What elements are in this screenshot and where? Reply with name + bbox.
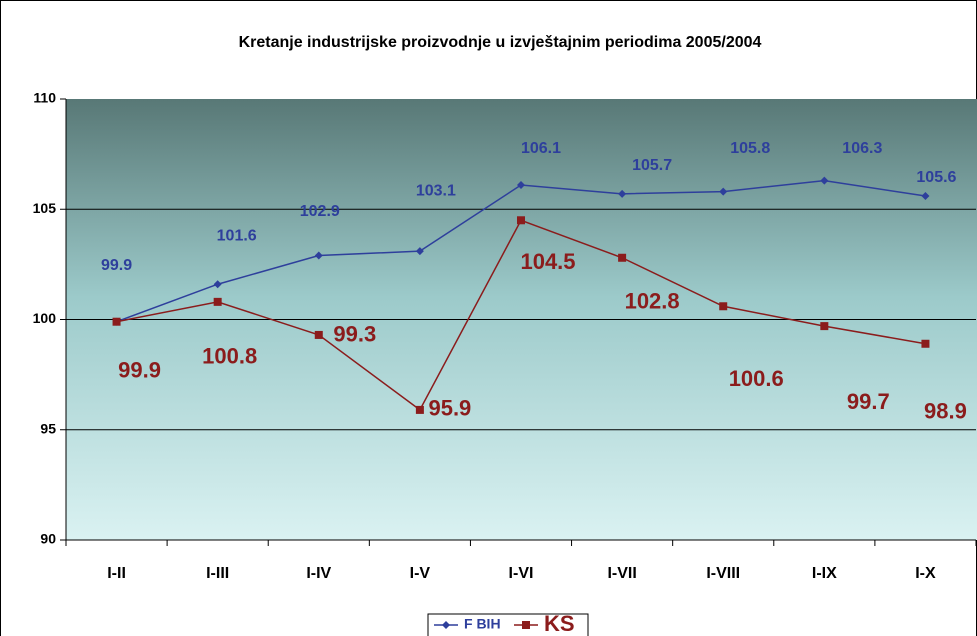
point: [820, 176, 829, 185]
data-label: 99.9: [101, 257, 132, 274]
point: [719, 302, 728, 311]
point: [314, 330, 323, 339]
x-tick-label: I-II: [107, 565, 126, 582]
x-tick-label: I-VIII: [706, 565, 740, 582]
legend-label: F BIH: [464, 616, 501, 632]
data-label: 102.8: [625, 289, 680, 314]
legend-box: [427, 613, 589, 636]
data-label: 106.3: [842, 140, 882, 157]
point: [618, 189, 627, 198]
data-label: 99.9: [118, 358, 161, 383]
point: [719, 187, 728, 196]
data-label: 105.8: [730, 140, 770, 157]
data-label: 104.5: [520, 249, 575, 274]
point: [921, 339, 930, 348]
data-label: 98.9: [924, 399, 967, 424]
y-tick-label: 110: [33, 90, 56, 106]
point: [618, 253, 627, 262]
data-label: 99.7: [847, 389, 890, 414]
point: [517, 216, 525, 225]
data-label: 100.6: [729, 366, 784, 391]
point: [921, 192, 930, 201]
y-tick-label: 90: [40, 531, 56, 547]
y-tick-label: 100: [33, 310, 57, 326]
data-label: 106.1: [521, 140, 561, 157]
point: [213, 280, 222, 289]
data-label: 101.6: [217, 227, 257, 244]
point: [314, 251, 323, 260]
x-tick-label: I-III: [206, 565, 229, 582]
point: [415, 247, 424, 256]
data-label: 99.3: [333, 322, 376, 347]
x-tick-label: I-X: [915, 565, 936, 582]
point: [415, 405, 424, 414]
point: [517, 180, 525, 189]
chart-title: Kretanje industrijske proizvodnje u izvj…: [239, 34, 762, 51]
point: [213, 297, 222, 306]
data-label: 103.1: [416, 182, 456, 199]
data-label: 95.9: [428, 396, 471, 421]
point: [112, 317, 121, 326]
data-label: 100.8: [202, 344, 257, 369]
data-label: 102.9: [300, 203, 340, 220]
x-tick-label: I-V: [410, 565, 431, 582]
x-tick-label: I-IX: [812, 565, 837, 582]
x-tick-label: I-IV: [306, 565, 331, 582]
data-label: 105.7: [632, 157, 672, 174]
point: [820, 322, 829, 331]
x-tick-label: I-VI: [509, 565, 534, 582]
data-label: 105.6: [916, 169, 956, 186]
legend-label: KS: [544, 611, 575, 636]
x-tick-label: I-VII: [607, 565, 636, 582]
legend-marker: [442, 621, 450, 629]
y-tick-label: 105: [33, 200, 57, 216]
y-tick-label: 95: [40, 420, 56, 436]
legend-marker: [522, 621, 530, 629]
